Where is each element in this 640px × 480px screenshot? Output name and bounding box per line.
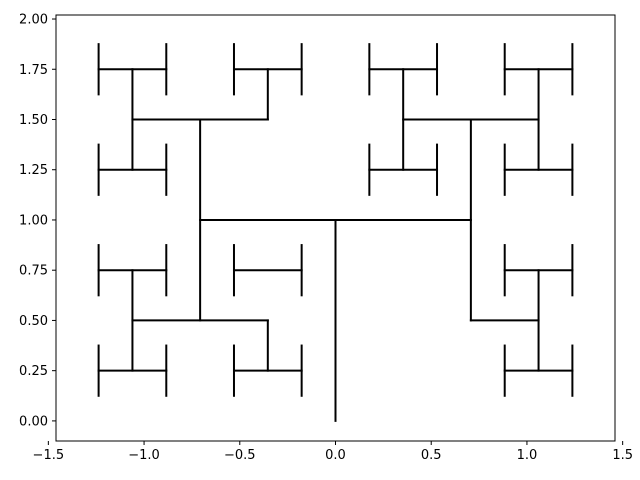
y-tick-label-8: 2.00 [19,13,48,28]
y-tick-label-1: 0.25 [19,364,48,379]
y-tick-label-4: 1.00 [19,213,48,228]
y-tick-label-5: 1.25 [19,163,48,178]
y-tick-label-2: 0.50 [19,314,48,329]
x-tick-label-2: −0.5 [224,448,256,463]
x-tick-label-5: 1.0 [517,448,538,463]
x-tick-label-0: −1.5 [33,448,65,463]
y-axis: 0.00 0.25 0.50 0.75 1.00 1.25 1.50 1.75 2.00 [19,13,56,429]
x-tick-label-6: 1.5 [612,448,633,463]
y-tick-label-0: 0.00 [19,414,48,429]
x-axis: −1.5 −1.0 −0.5 0.0 0.5 1.0 1.5 [33,441,633,463]
y-tick-label-3: 0.75 [19,264,48,279]
x-tick-label-4: 0.5 [421,448,442,463]
y-tick-label-7: 1.75 [19,63,48,78]
plot-lines [97,43,574,422]
x-tick-label-3: 0.0 [325,448,346,463]
x-tick-label-1: −1.0 [128,448,160,463]
y-tick-label-6: 1.50 [19,113,48,128]
